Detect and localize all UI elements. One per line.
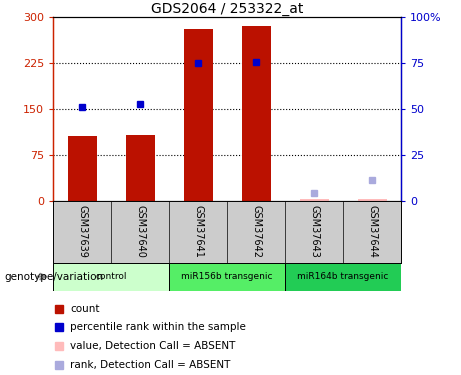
Text: miR164b transgenic: miR164b transgenic bbox=[297, 272, 389, 281]
Bar bbox=[358, 199, 387, 201]
Text: GSM37642: GSM37642 bbox=[251, 205, 261, 258]
Bar bbox=[242, 26, 271, 201]
Text: GSM37639: GSM37639 bbox=[77, 205, 87, 258]
Bar bbox=[125, 135, 154, 201]
Text: genotype/variation: genotype/variation bbox=[5, 272, 104, 282]
Bar bbox=[285, 262, 401, 291]
Text: rank, Detection Call = ABSENT: rank, Detection Call = ABSENT bbox=[70, 360, 230, 370]
Text: percentile rank within the sample: percentile rank within the sample bbox=[70, 322, 246, 333]
Text: count: count bbox=[70, 303, 100, 313]
Bar bbox=[67, 136, 96, 201]
Text: value, Detection Call = ABSENT: value, Detection Call = ABSENT bbox=[70, 341, 236, 351]
Bar bbox=[53, 262, 169, 291]
Text: miR156b transgenic: miR156b transgenic bbox=[181, 272, 273, 281]
Text: GSM37640: GSM37640 bbox=[135, 205, 145, 258]
Text: GSM37644: GSM37644 bbox=[367, 205, 377, 258]
Text: control: control bbox=[95, 272, 127, 281]
Bar bbox=[300, 199, 329, 201]
Bar bbox=[169, 262, 285, 291]
Text: GSM37641: GSM37641 bbox=[193, 205, 203, 258]
Text: GSM37643: GSM37643 bbox=[309, 205, 319, 258]
Bar bbox=[183, 29, 213, 201]
Title: GDS2064 / 253322_at: GDS2064 / 253322_at bbox=[151, 2, 303, 16]
